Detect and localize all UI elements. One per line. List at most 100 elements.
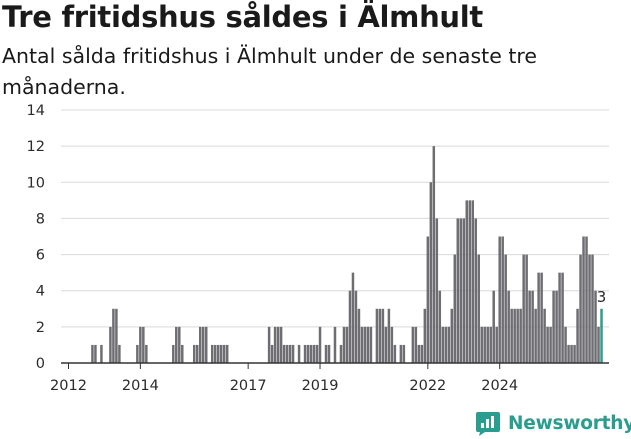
bar <box>363 326 367 363</box>
x-tick-label: 2017 <box>230 378 267 394</box>
bar <box>576 308 579 363</box>
bar <box>420 344 424 363</box>
bar <box>142 326 145 363</box>
bar <box>360 326 364 363</box>
bar <box>204 326 208 363</box>
bar <box>417 344 421 363</box>
bar <box>534 308 537 363</box>
bar <box>282 344 286 363</box>
bar <box>498 236 501 363</box>
bar <box>109 326 112 363</box>
bar <box>136 344 139 363</box>
bar <box>582 236 585 363</box>
bar <box>414 326 418 363</box>
bar <box>411 326 415 363</box>
bar <box>423 308 427 363</box>
bar <box>216 344 220 363</box>
bar <box>495 326 498 363</box>
bar <box>378 308 382 363</box>
bar <box>354 290 358 363</box>
bar <box>339 344 343 363</box>
y-tick-label: 4 <box>36 284 45 300</box>
bar <box>175 326 178 363</box>
bar <box>219 344 223 363</box>
newsworthy-icon <box>476 412 500 436</box>
bar <box>139 326 142 363</box>
bar <box>477 254 480 363</box>
y-tick-label: 12 <box>27 139 45 155</box>
bar <box>519 308 522 363</box>
bar <box>438 290 442 363</box>
bar <box>432 146 436 363</box>
bar <box>384 326 388 363</box>
bar <box>351 272 355 363</box>
bar <box>471 200 474 363</box>
bar <box>303 344 307 363</box>
bar <box>201 326 205 363</box>
bar <box>315 344 319 363</box>
bar <box>540 272 543 363</box>
x-tick-label: 2014 <box>122 378 159 394</box>
bar <box>456 218 460 363</box>
bar <box>597 326 600 363</box>
bar <box>579 254 582 363</box>
bar <box>486 326 489 363</box>
bar <box>489 326 492 363</box>
bar <box>399 344 403 363</box>
bar <box>267 326 271 363</box>
bar <box>342 326 346 363</box>
brand-label: Newsworthy <box>508 412 631 434</box>
bar <box>573 344 576 363</box>
bar <box>375 308 379 363</box>
x-tick-label: 2019 <box>302 378 339 394</box>
bar-latest <box>600 308 603 363</box>
y-tick-label: 8 <box>36 211 45 227</box>
y-tick-label: 14 <box>27 103 45 119</box>
bar <box>225 344 229 363</box>
bar <box>172 344 175 363</box>
bar <box>546 326 549 363</box>
bar <box>369 326 373 363</box>
bar <box>483 326 486 363</box>
bar <box>118 344 121 363</box>
bar <box>462 218 466 363</box>
y-tick-label: 2 <box>36 320 45 336</box>
x-tick-label: 2022 <box>409 378 446 394</box>
bar <box>474 218 477 363</box>
bar <box>345 326 349 363</box>
bar <box>594 290 597 363</box>
bar <box>210 344 214 363</box>
bar <box>309 344 313 363</box>
bar <box>522 254 525 363</box>
x-tick-label: 2024 <box>481 378 518 394</box>
bar <box>492 290 495 363</box>
bar <box>112 308 115 363</box>
bar <box>273 326 277 363</box>
bar <box>558 272 561 363</box>
bar <box>510 308 513 363</box>
bar <box>567 344 570 363</box>
bar <box>145 344 148 363</box>
bar <box>441 326 445 363</box>
bar <box>94 344 97 363</box>
bar <box>447 326 451 363</box>
bar <box>318 326 322 363</box>
bar <box>381 308 385 363</box>
bar <box>270 344 274 363</box>
bar <box>501 236 504 363</box>
bar <box>528 290 531 363</box>
bar <box>366 326 370 363</box>
chart-title: Tre fritidshus såldes i Älmhult <box>2 0 483 34</box>
bar <box>564 326 567 363</box>
bar <box>588 254 591 363</box>
latest-value-label: 3 <box>597 288 607 306</box>
bar <box>570 344 573 363</box>
bar <box>549 326 552 363</box>
y-tick-label: 0 <box>36 356 45 372</box>
bar <box>543 308 546 363</box>
bar <box>181 344 184 363</box>
bar <box>525 254 528 363</box>
bar <box>288 344 292 363</box>
bar <box>468 200 471 363</box>
bar <box>444 326 448 363</box>
